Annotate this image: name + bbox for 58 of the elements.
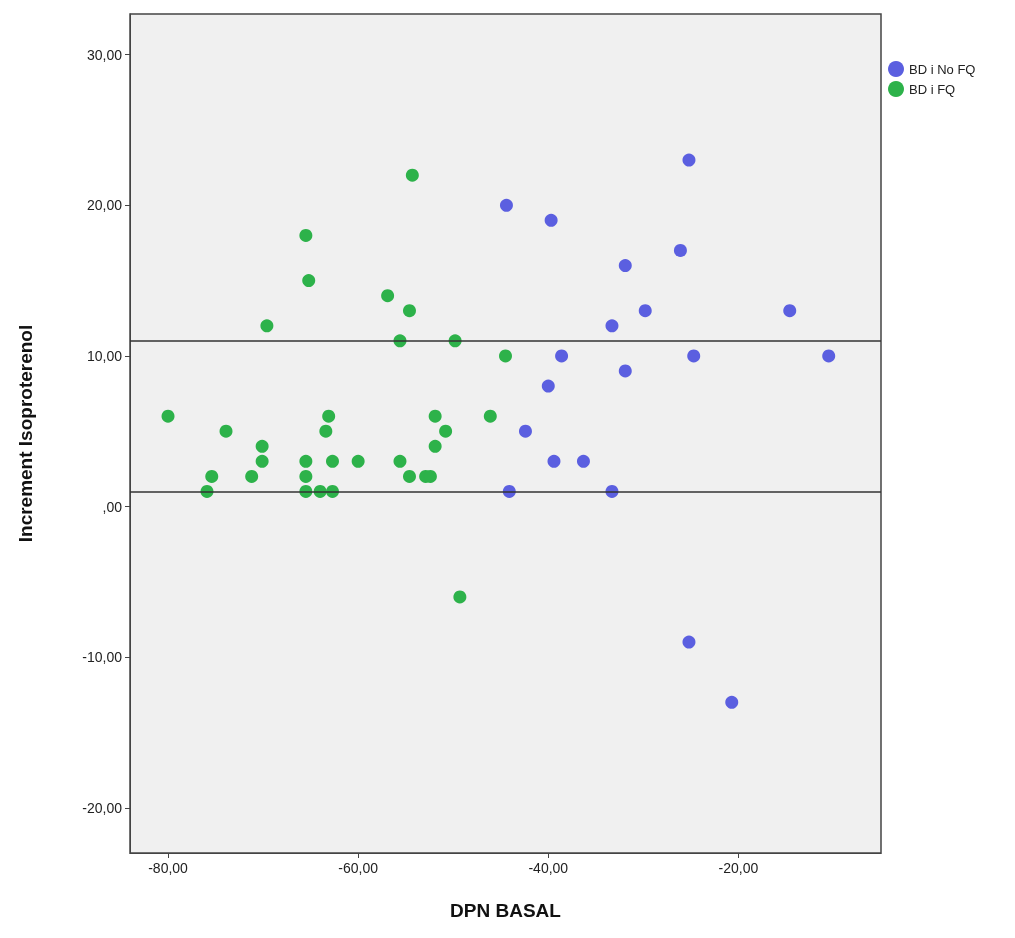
y-tick-label: 20,00 [86,197,123,214]
point [381,289,395,303]
legend-label: BD i FQ [909,81,956,97]
point [518,424,532,438]
y-tick-label: -20,00 [82,799,123,816]
y-axis-title: Increment Isoproterenol [15,324,36,543]
point [544,213,558,227]
x-tick-label: -60,00 [338,860,379,876]
point [638,304,652,318]
x-axis-title: DPN BASAL [450,900,562,921]
x-tick-label: -40,00 [528,860,569,876]
point [822,349,836,363]
point [725,695,739,709]
y-tick-label: ,00 [102,498,123,515]
point [403,469,416,483]
point [403,304,416,318]
y-tick-label: 10,00 [86,347,123,364]
point [351,454,365,468]
point [299,228,313,242]
point [453,590,467,604]
point [255,439,269,453]
y-tick-label: 30,00 [86,46,123,63]
point [618,259,632,273]
point [161,409,175,423]
point [299,469,313,483]
point [302,274,316,288]
point [673,243,687,257]
point [245,469,259,483]
point [687,349,701,363]
point [499,349,512,363]
point [618,364,632,378]
point [499,198,513,212]
point [322,409,336,423]
point [483,409,497,423]
point [219,424,233,438]
point [260,319,274,333]
point [605,319,619,333]
point [576,454,590,468]
point [255,454,269,468]
point [428,409,442,423]
point [326,454,339,468]
point [319,424,333,438]
y-tick-label: -10,00 [82,649,123,666]
point [682,153,696,167]
point [439,424,453,438]
legend-label: BD i No FQ [909,61,976,77]
point [555,349,569,363]
point [541,379,555,393]
point [393,454,407,468]
point [783,304,797,318]
x-tick-label: -80,00 [148,860,189,876]
point [205,469,219,483]
point [299,454,313,468]
x-tick-label: -20,00 [718,860,759,876]
point [428,439,442,453]
point [547,454,561,468]
point [405,168,419,182]
point [682,635,696,649]
